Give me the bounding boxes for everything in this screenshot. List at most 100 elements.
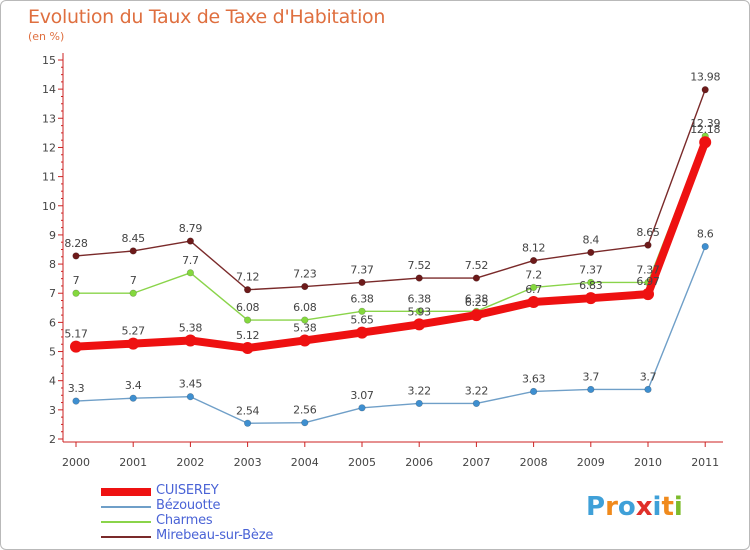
y-tick-label: 2 bbox=[49, 433, 56, 446]
data-point-cuiserey bbox=[184, 334, 197, 347]
data-label-bezouotte: 3.22 bbox=[465, 384, 488, 397]
data-point-cuiserey bbox=[241, 342, 254, 355]
legend-swatch bbox=[101, 521, 151, 523]
data-label-cuiserey: 5.65 bbox=[350, 314, 374, 327]
data-point-cuiserey bbox=[527, 295, 540, 308]
data-label-mirebeau-sur-beze: 8.65 bbox=[636, 226, 660, 239]
data-label-bezouotte: 3.7 bbox=[640, 370, 657, 383]
data-point-mirebeau-sur-beze bbox=[72, 252, 80, 260]
data-point-charmes bbox=[244, 316, 252, 324]
data-point-bezouotte bbox=[415, 399, 423, 408]
legend-label: Mirebeau-sur-Bèze bbox=[156, 528, 274, 543]
data-label-charmes: 7.2 bbox=[525, 268, 542, 281]
legend-item: Mirebeau-sur-Bèze bbox=[101, 528, 361, 544]
data-point-bezouotte bbox=[701, 242, 709, 251]
data-point-mirebeau-sur-beze bbox=[701, 86, 709, 94]
data-label-charmes: 6.38 bbox=[408, 292, 432, 305]
data-label-bezouotte: 3.45 bbox=[179, 378, 203, 391]
data-point-cuiserey bbox=[699, 136, 712, 149]
data-label-cuiserey: 5.38 bbox=[293, 321, 317, 334]
data-label-mirebeau-sur-beze: 8.12 bbox=[522, 242, 545, 255]
data-label-bezouotte: 3.7 bbox=[583, 370, 600, 383]
series-layer bbox=[70, 86, 712, 427]
data-label-charmes: 6.38 bbox=[465, 292, 489, 305]
data-point-charmes bbox=[129, 289, 137, 297]
data-label-mirebeau-sur-beze: 8.79 bbox=[179, 222, 203, 235]
data-point-bezouotte bbox=[72, 397, 80, 405]
data-point-mirebeau-sur-beze bbox=[472, 274, 481, 282]
data-label-charmes: 7 bbox=[130, 274, 137, 287]
data-label-charmes: 12.39 bbox=[690, 117, 720, 130]
data-label-cuiserey: 6.83 bbox=[579, 279, 603, 292]
data-label-bezouotte: 3.4 bbox=[125, 379, 142, 392]
data-point-cuiserey bbox=[584, 292, 597, 305]
data-label-mirebeau-sur-beze: 8.28 bbox=[64, 237, 88, 250]
x-tick-label: 2011 bbox=[691, 456, 719, 469]
y-tick-label: 15 bbox=[42, 54, 56, 67]
data-label-cuiserey: 6.25 bbox=[465, 296, 489, 309]
x-tick-label: 2001 bbox=[119, 456, 147, 469]
data-label-mirebeau-sur-beze: 8.45 bbox=[122, 232, 146, 245]
legend-item: CUISEREY bbox=[101, 483, 361, 499]
legend-label: Bézouotte bbox=[156, 498, 221, 513]
data-label-mirebeau-sur-beze: 7.12 bbox=[236, 271, 259, 284]
data-label-mirebeau-sur-beze: 8.4 bbox=[583, 233, 600, 246]
legend-label: Charmes bbox=[156, 513, 213, 528]
data-label-cuiserey: 5.93 bbox=[408, 305, 432, 318]
data-label-mirebeau-sur-beze: 7.52 bbox=[465, 259, 488, 272]
data-point-cuiserey bbox=[413, 318, 426, 331]
data-label-bezouotte: 3.07 bbox=[350, 389, 374, 402]
logo-letter: t bbox=[661, 492, 674, 522]
y-tick-label: 14 bbox=[42, 83, 56, 96]
data-point-charmes bbox=[301, 316, 309, 324]
y-tick-label: 13 bbox=[42, 112, 56, 125]
data-label-cuiserey: 6.7 bbox=[525, 283, 542, 296]
data-point-cuiserey bbox=[70, 340, 82, 353]
data-point-charmes bbox=[415, 307, 423, 315]
y-tick-label: 5 bbox=[49, 346, 56, 359]
data-point-cuiserey bbox=[298, 334, 311, 347]
data-label-bezouotte: 3.3 bbox=[68, 382, 85, 395]
logo-letter: x bbox=[635, 492, 653, 522]
x-tick-label: 2000 bbox=[62, 456, 90, 469]
x-tick-label: 2007 bbox=[462, 456, 490, 469]
data-point-mirebeau-sur-beze bbox=[129, 247, 137, 255]
data-point-charmes bbox=[529, 283, 538, 292]
data-point-charmes bbox=[358, 307, 366, 315]
data-label-charmes: 7.37 bbox=[579, 263, 603, 276]
proxiti-logo: Proxiti bbox=[586, 492, 683, 522]
data-label-charmes: 6.08 bbox=[293, 301, 317, 314]
data-point-cuiserey bbox=[127, 337, 140, 350]
data-label-mirebeau-sur-beze: 7.37 bbox=[350, 263, 374, 276]
data-label-mirebeau-sur-beze: 7.52 bbox=[408, 259, 431, 272]
logo-letter: i bbox=[673, 492, 683, 522]
data-label-bezouotte: 8.6 bbox=[697, 228, 714, 241]
data-point-charmes bbox=[186, 269, 194, 277]
chart-title: Evolution du Taux de Taxe d'Habitation bbox=[28, 6, 386, 28]
logo-letter: P bbox=[586, 492, 606, 522]
data-point-bezouotte bbox=[186, 393, 194, 401]
data-point-cuiserey bbox=[642, 288, 654, 301]
data-label-charmes: 7 bbox=[73, 274, 80, 287]
data-label-bezouotte: 2.54 bbox=[236, 404, 260, 417]
data-point-charmes bbox=[72, 289, 80, 297]
y-tick-label: 7 bbox=[49, 287, 56, 300]
data-point-bezouotte bbox=[587, 385, 595, 394]
data-point-mirebeau-sur-beze bbox=[301, 282, 309, 291]
data-label-bezouotte: 3.22 bbox=[408, 384, 431, 397]
data-label-charmes: 6.38 bbox=[350, 292, 374, 305]
logo-letter: o bbox=[617, 492, 636, 522]
data-point-mirebeau-sur-beze bbox=[587, 248, 595, 257]
data-point-mirebeau-sur-beze bbox=[644, 241, 652, 249]
y-tick-label: 10 bbox=[42, 200, 56, 213]
data-label-charmes: 7.37 bbox=[636, 263, 660, 276]
series-line-bezouotte bbox=[75, 245, 706, 424]
data-label-charmes: 7.7 bbox=[182, 254, 199, 267]
y-tick-label: 11 bbox=[42, 171, 56, 184]
legend-label: CUISEREY bbox=[156, 483, 219, 498]
legend-swatch bbox=[101, 488, 151, 496]
series-line-cuiserey bbox=[72, 138, 710, 353]
data-label-bezouotte: 3.63 bbox=[522, 372, 546, 385]
